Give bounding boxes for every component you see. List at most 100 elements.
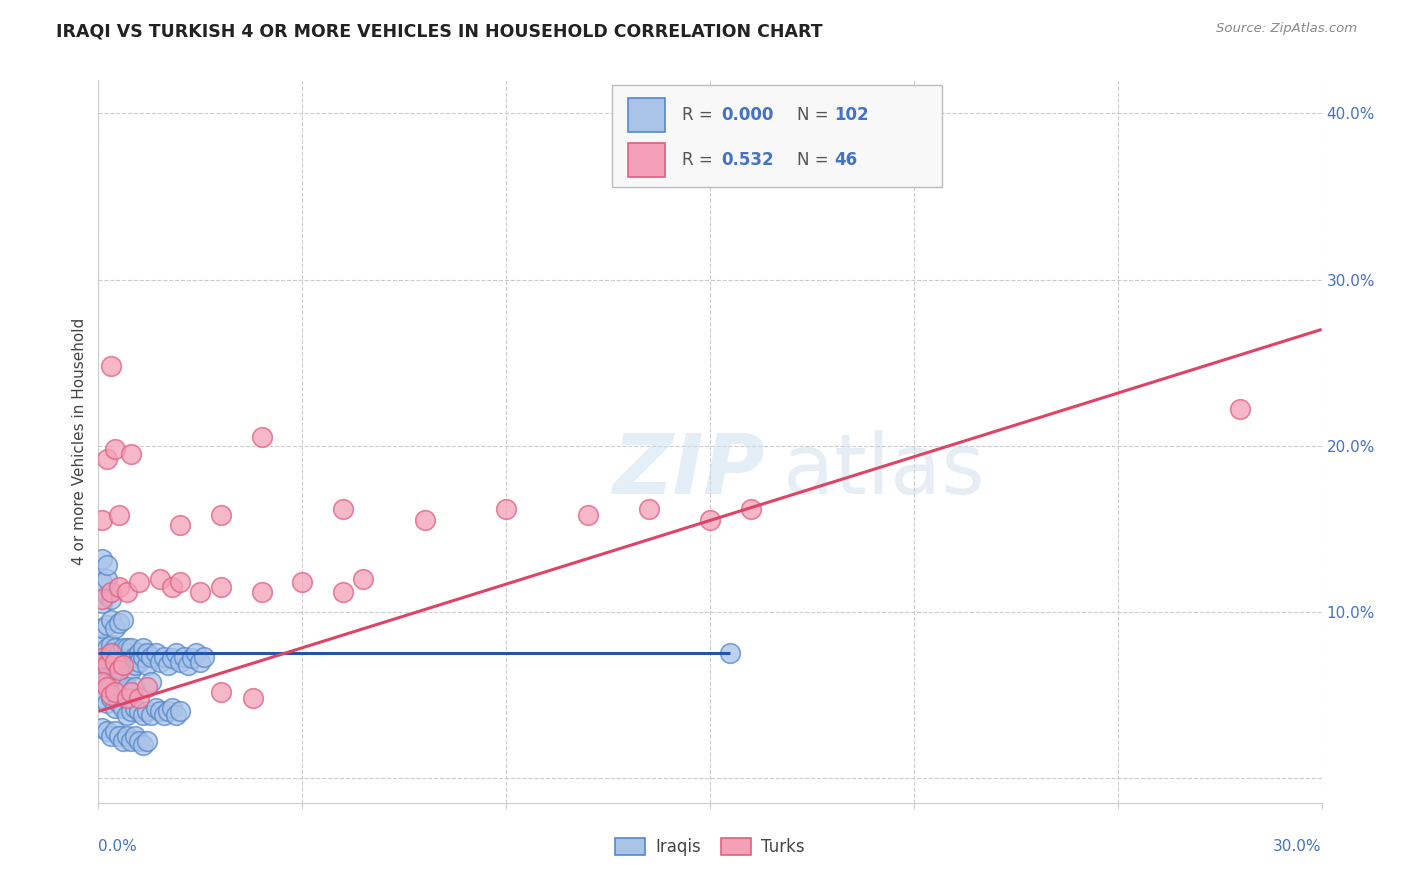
Point [160,651,183,665]
Point [637,501,661,516]
Point [91,513,114,527]
Point [136,680,159,694]
Point [209,508,232,523]
Point [115,730,138,744]
Point [188,585,212,599]
Point [111,649,134,664]
Point [120,705,142,719]
Point [165,707,187,722]
Point [108,680,131,694]
Point [718,646,742,660]
Point [250,585,273,599]
Point [96,696,118,710]
Point [181,651,204,665]
Point [100,688,122,702]
Point [104,724,127,739]
Point [136,705,159,719]
Point [100,591,122,606]
Point [104,701,127,715]
Point [128,655,150,669]
Text: R =: R = [682,151,718,169]
Text: ZIP: ZIP [612,430,765,511]
Point [91,671,114,685]
Point [100,359,122,373]
Point [96,649,118,664]
Point [100,638,122,652]
Point [141,674,163,689]
Point [132,738,155,752]
Point [115,680,138,694]
Point [169,574,191,589]
Point [173,649,195,664]
Point [104,621,127,635]
Point [209,684,232,698]
Point [91,646,114,660]
Text: 0.0%: 0.0% [98,839,138,855]
Point [120,447,142,461]
Point [111,701,134,715]
Text: 46: 46 [834,151,856,169]
Point [124,680,146,694]
Point [169,518,191,533]
Point [100,730,122,744]
Text: N =: N = [797,151,834,169]
Point [156,657,179,672]
Point [132,707,155,722]
Point [124,701,146,715]
Point [128,691,150,706]
Point [91,591,114,606]
Point [149,572,172,586]
Text: atlas: atlas [783,430,986,511]
Point [124,649,146,664]
Point [124,730,146,744]
Point [250,430,273,444]
Point [132,641,155,656]
Point [104,684,127,698]
Point [108,655,131,669]
Point [104,649,127,664]
Point [699,513,721,527]
Point [104,646,127,660]
Point [177,657,200,672]
Point [128,574,150,589]
Point [96,618,118,632]
Point [108,657,131,672]
Point [111,657,134,672]
Point [156,705,179,719]
Point [104,657,127,672]
Point [108,616,131,631]
Text: 0.532: 0.532 [721,151,773,169]
Point [332,585,354,599]
Text: R =: R = [682,106,718,124]
Text: 102: 102 [834,106,869,124]
Point [413,513,436,527]
Point [188,655,212,669]
Point [169,705,191,719]
Point [115,707,138,722]
Point [149,655,172,669]
Point [100,651,122,665]
Point [91,651,114,665]
Point [111,734,134,748]
Point [96,572,118,586]
Point [186,646,208,660]
Point [145,646,167,660]
Point [149,705,172,719]
Point [104,655,127,669]
Point [115,585,138,599]
Y-axis label: 4 or more Vehicles in Household: 4 or more Vehicles in Household [72,318,87,566]
Point [169,655,191,669]
Point [91,651,114,665]
Point [141,707,163,722]
Point [100,646,122,660]
Point [91,674,114,689]
Point [132,649,155,664]
Point [111,613,134,627]
Point [100,691,122,706]
Point [193,649,215,664]
Point [96,657,118,672]
Point [91,597,114,611]
Point [104,674,127,689]
Point [128,734,150,748]
Point [108,730,131,744]
